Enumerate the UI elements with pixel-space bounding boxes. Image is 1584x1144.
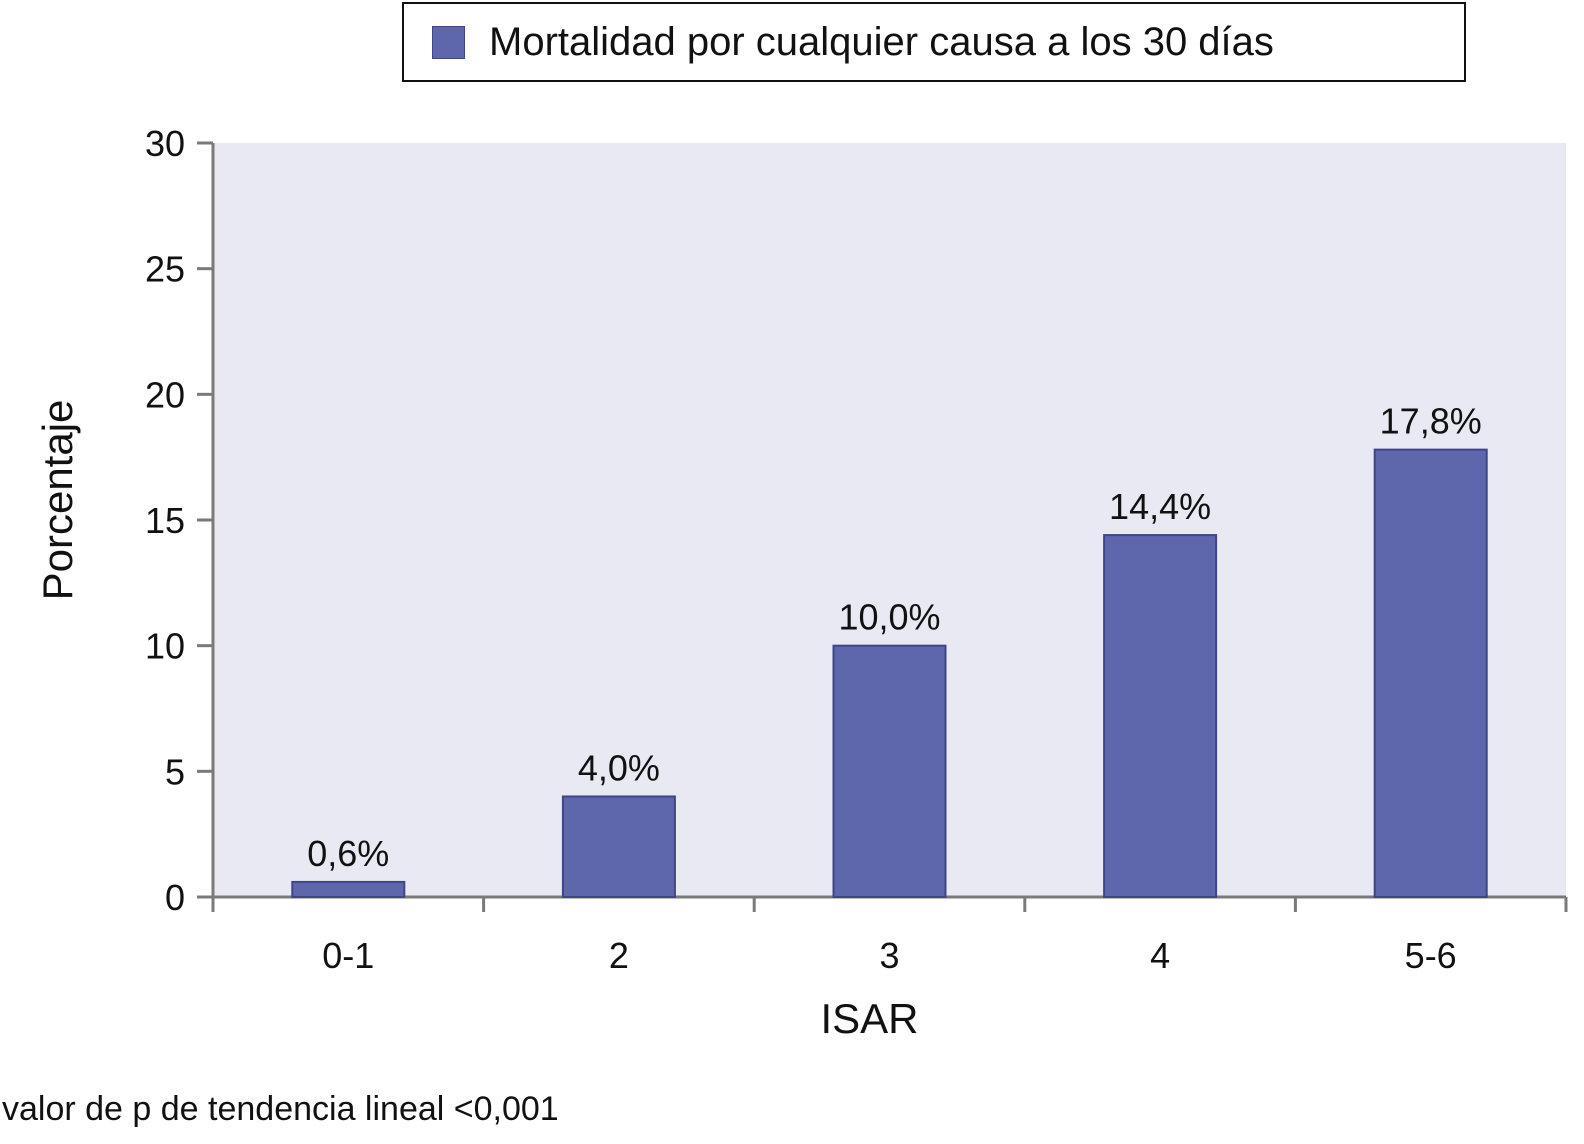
- y-tick-label: 25: [145, 249, 185, 290]
- legend-swatch: [432, 25, 465, 59]
- bar-value-label: 0,6%: [307, 833, 389, 874]
- legend: Mortalidad por cualquier causa a los 30 …: [402, 2, 1466, 82]
- bar-value-label: 14,4%: [1109, 486, 1211, 527]
- data-labels: 0,6% 4,0% 10,0% 14,4% 17,8%: [307, 401, 1481, 874]
- x-axis-title: ISAR: [820, 995, 918, 1042]
- bar-0-1: [291, 880, 406, 898]
- y-tick-label: 0: [165, 877, 185, 918]
- bar-3: [832, 644, 947, 899]
- y-tick-label: 20: [145, 374, 185, 415]
- y-tick-label: 30: [145, 123, 185, 164]
- legend-label: Mortalidad por cualquier causa a los 30 …: [489, 19, 1274, 64]
- x-tick-label: 0-1: [322, 935, 374, 976]
- bar-value-label: 4,0%: [578, 747, 660, 788]
- bar-2: [561, 795, 676, 899]
- footnote: valor de p de tendencia lineal <0,001: [2, 1090, 559, 1128]
- bar-value-label: 17,8%: [1380, 401, 1482, 442]
- bar-5-6: [1373, 448, 1488, 898]
- x-axis: 0-1 2 3 4 5-6: [197, 895, 1568, 976]
- y-tick-label: 5: [165, 751, 185, 792]
- bar-4: [1103, 534, 1218, 899]
- y-axis: 0 5 10 15 20 25 30: [145, 123, 215, 918]
- y-tick-label: 10: [145, 626, 185, 667]
- x-tick-label: 3: [879, 935, 899, 976]
- y-tick-label: 15: [145, 500, 185, 541]
- bar-series: [291, 448, 1488, 899]
- x-tick-label: 2: [609, 935, 629, 976]
- y-axis-title: Porcentaje: [34, 400, 81, 601]
- x-tick-label: 4: [1150, 935, 1170, 976]
- x-tick-label: 5-6: [1405, 935, 1457, 976]
- bar-value-label: 10,0%: [838, 597, 940, 638]
